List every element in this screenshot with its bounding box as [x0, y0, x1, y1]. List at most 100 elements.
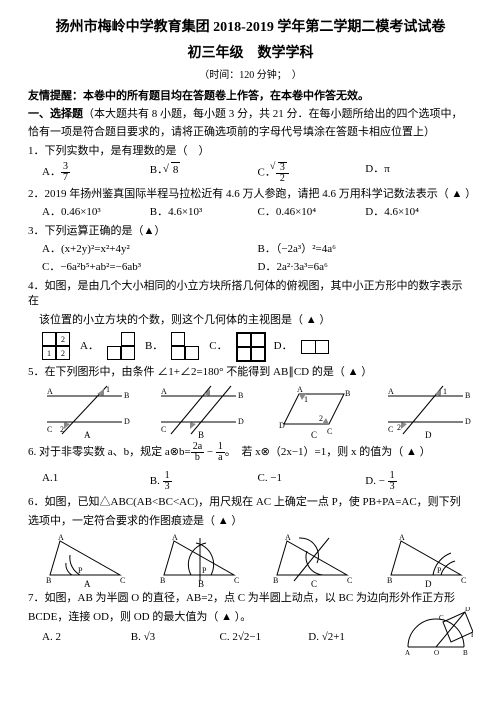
q4-labelA: A． — [80, 339, 99, 355]
q4-given: 2 1 2 — [42, 332, 72, 362]
q1-stem: 1．下列实数中，是有理数的是（ ） — [28, 144, 473, 160]
title-main: 扬州市梅岭中学教育集团 2018-2019 学年第二学期二模考试试卷 — [28, 18, 473, 38]
q8-A: A. 2 — [42, 630, 131, 646]
q6-C: C. −1 — [258, 471, 366, 492]
svg-text:B: B — [273, 576, 278, 585]
svg-text:C: C — [347, 576, 352, 585]
q3-C: C．−6a²b⁵+ab²=−6ab³ — [42, 260, 258, 276]
q7-diagD: ABC P D — [383, 533, 473, 588]
q6-stem: 6. 对于非零实数 a、b，规定 a⊗b=2ab − 1a。 若 x⊗（2x−1… — [28, 442, 473, 463]
q2-options: A．0.46×10³ B．4.6×10³ C．0.46×10⁴ D．4.6×10… — [28, 205, 473, 221]
q5-diagD: AB CD 12 D — [383, 384, 473, 439]
q4-optA — [107, 332, 137, 362]
q3-A: A．(x+2y)²=x²+4y² — [42, 242, 258, 258]
svg-text:A: A — [84, 579, 91, 588]
title-time: （时间：120 分钟； ） — [28, 69, 473, 84]
q2-A: A．0.46×10³ — [42, 205, 150, 221]
svg-text:C: C — [120, 576, 125, 585]
svg-text:A: A — [388, 387, 394, 396]
svg-text:B: B — [345, 389, 350, 398]
q7-stem2: 选项中，一定符合要求的作图痕迹是（ ▲ ） — [28, 514, 473, 530]
q6-A: A.1 — [42, 471, 150, 492]
svg-text:C: C — [311, 579, 317, 588]
q7-stem: 6．如图，已知△ABC(AB<BC<AC)，用尺规在 AC 上确定一点 P，使 … — [28, 495, 473, 511]
svg-text:C: C — [47, 425, 52, 434]
svg-text:D: D — [279, 421, 285, 430]
svg-text:B: B — [46, 576, 51, 585]
svg-text:A: A — [58, 533, 64, 542]
q6-B: B. 13 — [150, 471, 258, 492]
q3-B: B．（−2a³）²=4a⁶ — [258, 242, 474, 258]
svg-text:1: 1 — [106, 385, 110, 394]
q4-stem2: 该位置的小立方块的个数，则这个几何体的主视图是（ ▲ ） — [28, 313, 473, 329]
q8-C: C. 2√2−1 — [220, 630, 309, 646]
svg-text:B: B — [160, 576, 165, 585]
q1-B: B． 8 — [150, 162, 258, 184]
section-head2: 恰有一项是符合题目要求的，请将正确选项前的字母代号填涂在答题卡相应位置上） — [28, 125, 473, 141]
q3-stem: 3．下列运算正确的是（▲） — [28, 224, 473, 240]
svg-text:P: P — [78, 566, 83, 575]
svg-text:A: A — [84, 430, 91, 439]
q4-labelD: D． — [274, 339, 293, 355]
q1-A: A．37 — [42, 162, 150, 184]
q8-D: D. √2+1 — [308, 630, 397, 646]
hint-line: 友情提醒：本卷中的所有题目均在答题卷上作答，在本卷中作答无效。 — [28, 89, 473, 105]
q2-stem: 2．2019 年扬州鉴真国际半程马拉松近有 4.6 万人参跑，请把 4.6 万用… — [28, 187, 473, 203]
svg-text:A: A — [47, 387, 53, 396]
svg-text:D: D — [124, 417, 130, 426]
q3-options-row2: C．−6a²b⁵+ab²=−6ab³ D．2a²·3a³=6a⁶ — [28, 260, 473, 276]
svg-text:E: E — [471, 631, 473, 639]
q7-diagA: A B C P A — [42, 533, 132, 588]
svg-text:O: O — [434, 649, 439, 657]
section-head: 一、选择题（本大题共有 8 小题，每小题 3 分，共 21 分．在每小题所给出的… — [28, 107, 473, 123]
q6-D: D. − 13 — [365, 471, 473, 492]
svg-text:B: B — [198, 579, 204, 588]
q4-optD — [301, 340, 329, 354]
title-sub: 初三年级 数学学科 — [28, 44, 473, 64]
q5-diagB: A B C D B — [156, 384, 246, 439]
svg-text:C: C — [461, 576, 466, 585]
q8-figure: AOB CDE — [403, 607, 473, 657]
q8-row: BCDE，连接 OD，则 OD 的最大值为（ ▲ ）。 A. 2 B. √3 C… — [28, 607, 473, 657]
svg-text:A: A — [297, 385, 303, 394]
q8-stem2: BCDE，连接 OD，则 OD 的最大值为（ ▲ ）。 — [28, 610, 397, 626]
q1-C: C．32 — [258, 162, 366, 184]
svg-text:D: D — [238, 417, 244, 426]
svg-text:C: C — [388, 425, 393, 434]
q6-options: A.1 B. 13 C. −1 D. − 13 — [28, 471, 473, 492]
svg-text:2: 2 — [60, 425, 64, 434]
q5-diagC: AB CD 12 C — [269, 384, 359, 439]
q2-C: C．0.46×10⁴ — [258, 205, 366, 221]
q2-B: B．4.6×10³ — [150, 205, 258, 221]
svg-text:D: D — [465, 607, 470, 613]
q2-D: D．4.6×10⁴ — [365, 205, 473, 221]
svg-text:P: P — [202, 566, 207, 575]
q7-diagC: ABC C — [269, 533, 359, 588]
svg-text:C: C — [311, 430, 317, 439]
svg-text:2: 2 — [319, 414, 323, 423]
svg-text:D: D — [425, 430, 432, 439]
q1-D: D．π — [365, 162, 473, 184]
q7-diagrams: A B C P A A B C P B A B C C A B C P D — [28, 533, 473, 588]
svg-text:2: 2 — [397, 423, 401, 432]
svg-text:B: B — [238, 391, 243, 400]
q5-diagrams: A B C D 1 2 A A B C D B A B C D 1 2 C A B C D 1 2 D — [28, 384, 473, 439]
svg-text:C: C — [161, 425, 166, 434]
svg-text:B: B — [198, 430, 204, 439]
svg-text:A: A — [161, 387, 167, 396]
q4-labelC: C． — [209, 339, 227, 355]
q4-labelB: B． — [145, 339, 163, 355]
svg-text:A: A — [399, 533, 405, 542]
q4-optC — [236, 332, 266, 362]
q5-diagA: A B C D 1 2 A — [42, 384, 132, 439]
svg-text:C: C — [439, 614, 444, 622]
svg-text:A: A — [172, 533, 178, 542]
svg-text:1: 1 — [304, 395, 308, 404]
q8-options: A. 2 B. √3 C. 2√2−1 D. √2+1 — [28, 630, 397, 646]
svg-text:D: D — [425, 579, 432, 588]
q4-optB — [171, 332, 201, 362]
q3-D: D．2a²·3a³=6a⁶ — [258, 260, 474, 276]
svg-text:B: B — [387, 576, 392, 585]
svg-text:A: A — [405, 649, 410, 657]
svg-text:B: B — [124, 391, 129, 400]
